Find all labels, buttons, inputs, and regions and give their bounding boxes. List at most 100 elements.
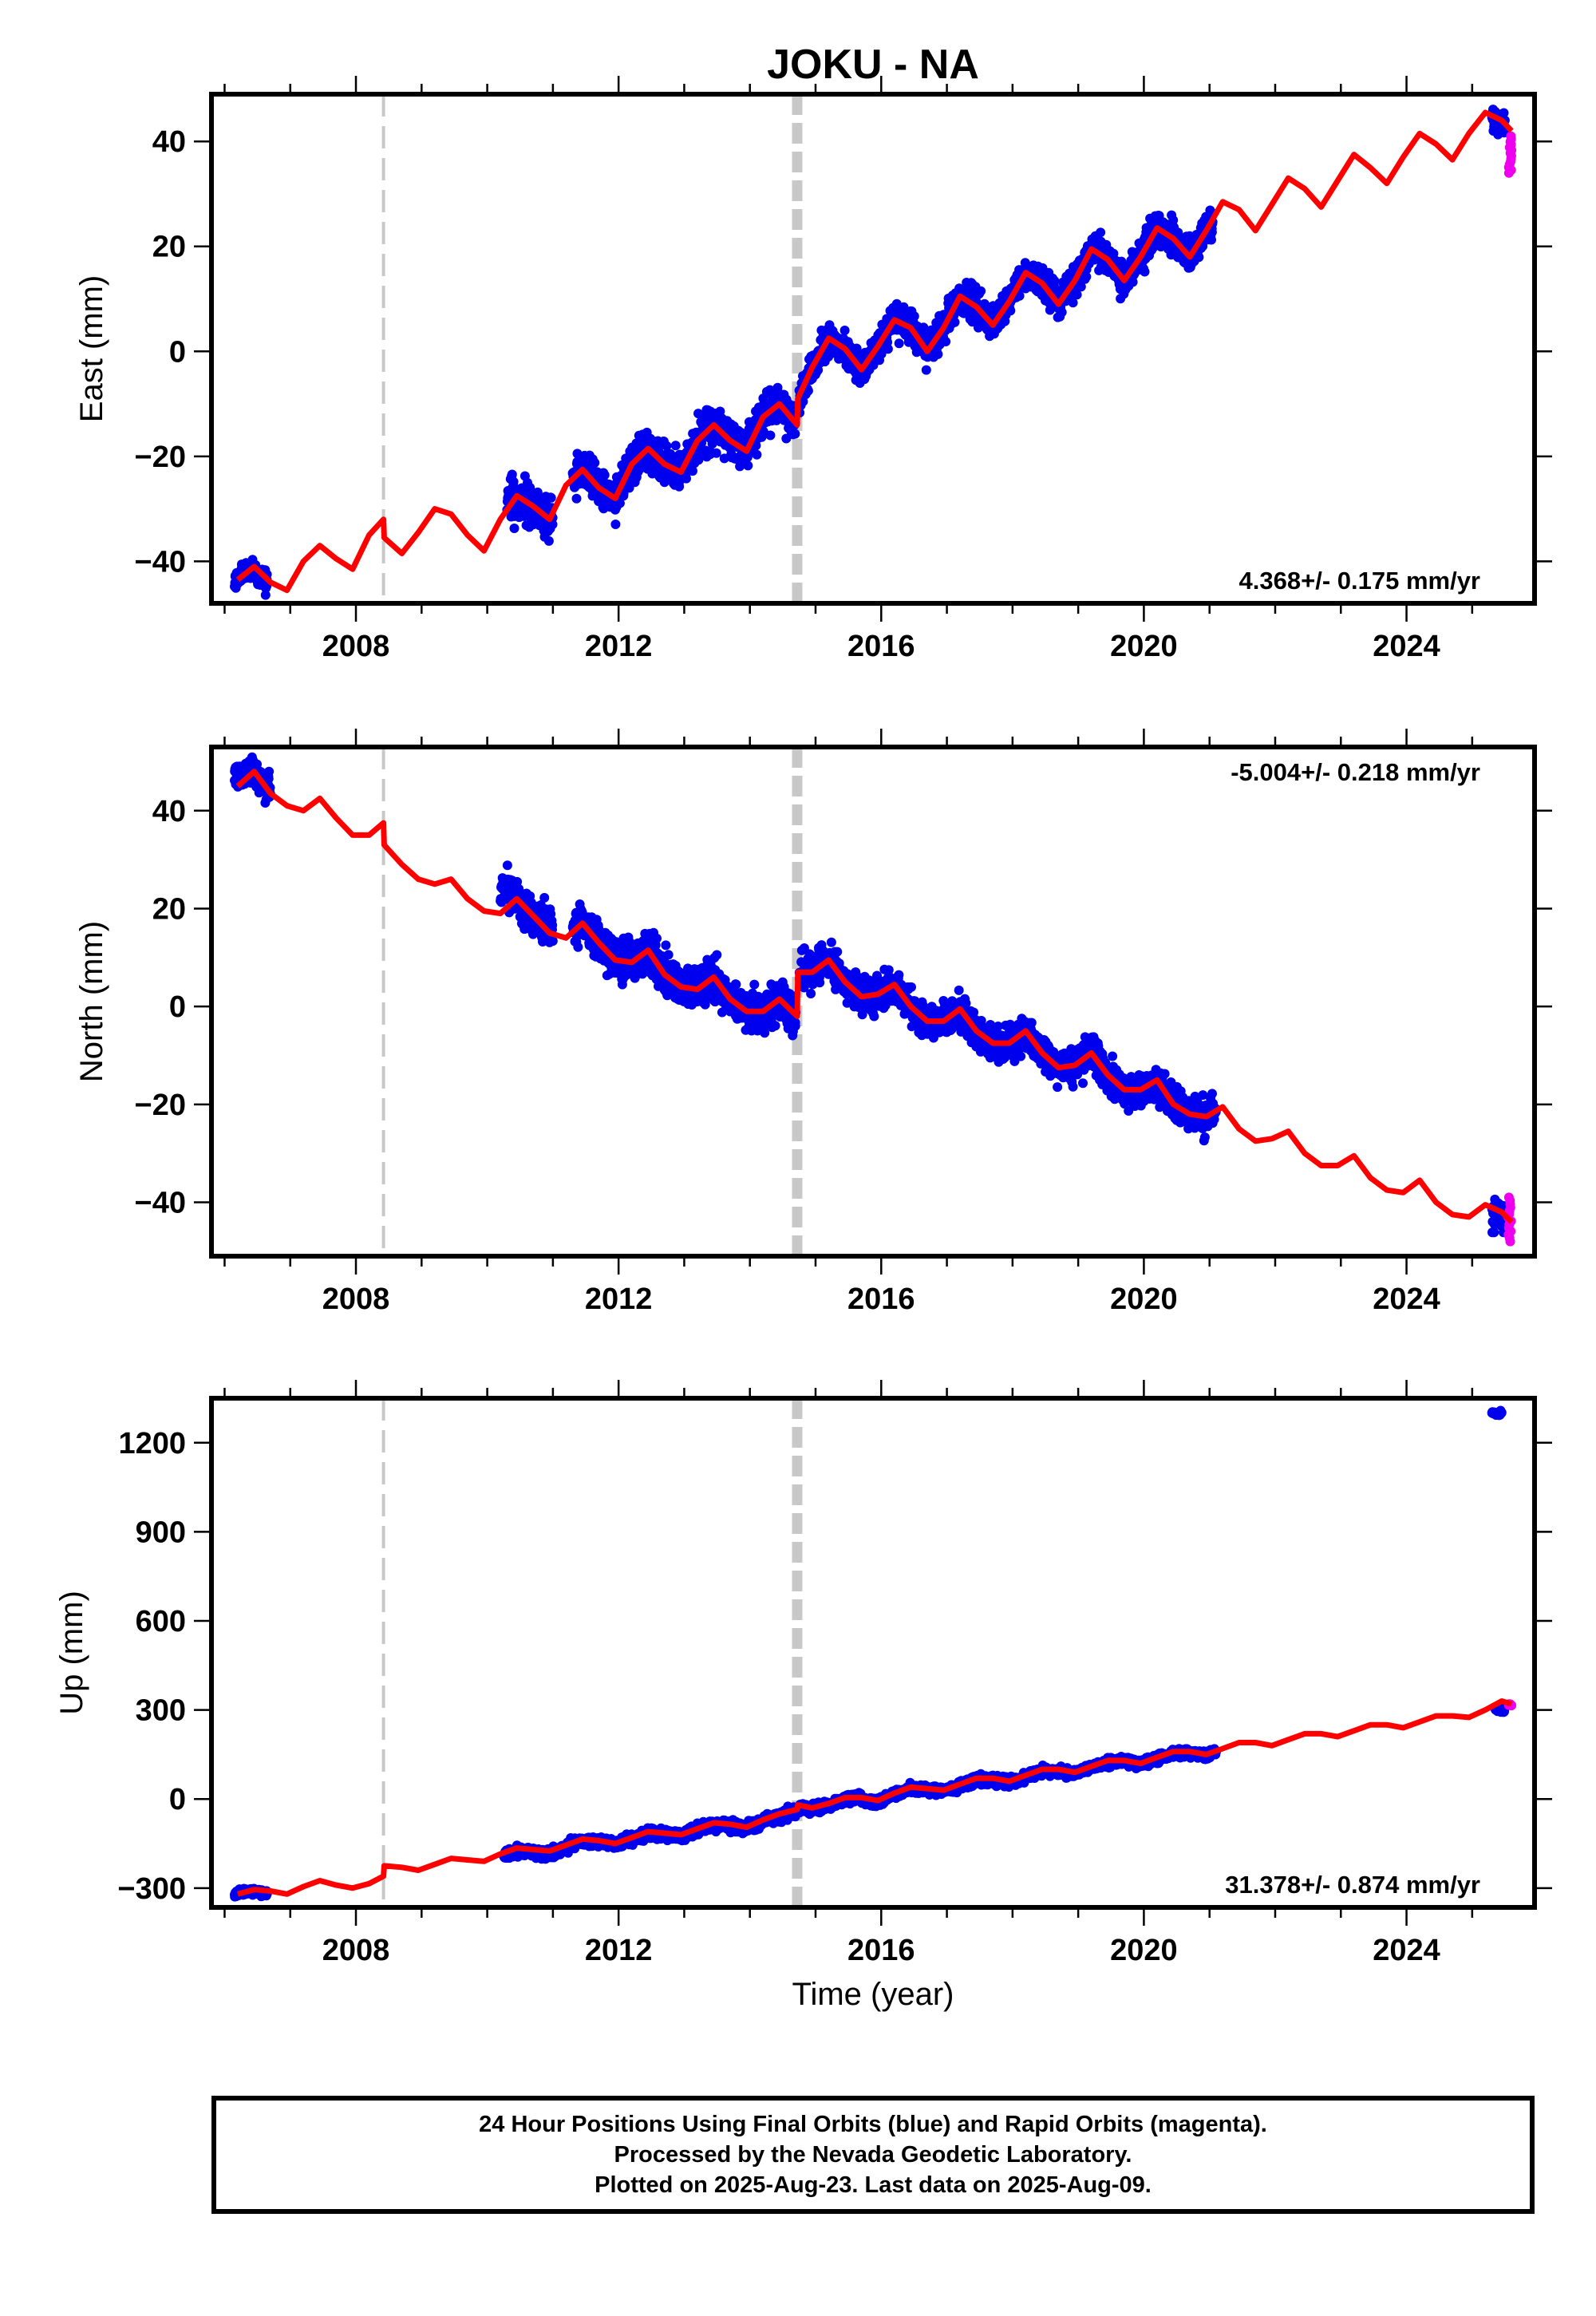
final-orbit-point (894, 970, 904, 980)
final-orbit-point (1053, 1082, 1063, 1093)
final-orbit-point (711, 448, 721, 458)
final-orbit-point (662, 441, 672, 451)
plot-area (230, 747, 1516, 1256)
final-orbit-point (1499, 108, 1509, 118)
final-orbit-point (1207, 235, 1216, 245)
final-orbit-point (1016, 1051, 1026, 1061)
final-orbit-point (798, 397, 808, 407)
final-orbit-point (700, 999, 710, 1010)
final-orbit-point (543, 536, 554, 546)
final-orbit-point (749, 979, 760, 990)
x-tick-label: 2012 (585, 630, 653, 663)
final-orbit-point (1194, 252, 1204, 263)
final-orbit-point (688, 466, 697, 476)
final-orbit-point (509, 524, 519, 533)
x-axis-ticks (223, 76, 1474, 622)
final-orbit-point (1140, 267, 1150, 277)
model-fit-line (235, 109, 1514, 594)
final-orbit-point (590, 457, 600, 468)
final-orbit-point (661, 940, 671, 951)
x-tick-label: 2016 (847, 630, 915, 663)
final-orbit-point (507, 469, 517, 480)
final-orbit-point (1168, 215, 1179, 225)
final-orbit-point (599, 470, 610, 480)
plot-area (230, 94, 1517, 603)
final-orbit-point (1026, 1018, 1037, 1028)
final-orbit-point (950, 317, 960, 327)
final-orbit-point (539, 892, 550, 903)
final-orbit-point (770, 1021, 780, 1031)
final-orbit-point (652, 933, 662, 943)
final-orbit-point (941, 337, 951, 346)
final-orbit-point (1068, 298, 1078, 308)
y-axis-ticks (194, 140, 1552, 563)
final-orbit-point (857, 1010, 867, 1020)
final-orbit-point (806, 989, 816, 998)
final-orbit-point (731, 979, 741, 990)
y-tick-label: 0 (169, 335, 186, 369)
final-orbit-point (1068, 1081, 1078, 1092)
x-tick-label: 2024 (1373, 630, 1440, 663)
final-orbit-point (1072, 290, 1082, 300)
final-orbit-point (752, 449, 762, 460)
final-orbit-point (1096, 227, 1106, 238)
final-orbit-point (760, 1028, 770, 1038)
final-orbit-point (614, 498, 625, 508)
final-orbit-point (712, 950, 722, 960)
rapid-orbit-point (1506, 131, 1516, 141)
final-orbit-point (969, 1007, 979, 1018)
y-tick-label: 40 (152, 125, 186, 159)
y-axis-label: East (mm) (74, 275, 109, 422)
chart-title: JOKU - NA (767, 41, 979, 88)
final-orbit-point (832, 947, 843, 957)
final-orbit-point (260, 590, 271, 600)
final-orbit-point (719, 453, 729, 464)
final-orbit-point (663, 950, 674, 960)
y-tick-label: −40 (135, 545, 186, 579)
final-orbit-point (790, 429, 800, 439)
final-orbit-point (1014, 290, 1025, 301)
final-orbit-point (815, 978, 825, 988)
final-orbit-point (573, 942, 583, 952)
velocity-annotation: 4.368+/- 0.175 mm/yr (1239, 567, 1480, 595)
final-orbit-point (572, 449, 583, 459)
final-orbit-point (546, 492, 556, 503)
final-orbit-point (638, 969, 648, 979)
final-orbit-point (743, 460, 753, 471)
final-orbit-point (883, 344, 893, 354)
final-orbit-point (803, 385, 813, 396)
final-orbit-point (751, 441, 761, 451)
final-orbit-point (508, 476, 519, 487)
final-orbit-point (502, 860, 512, 871)
final-orbit-point (918, 322, 929, 333)
final-orbit-point (1005, 306, 1016, 316)
x-tick-label: 2008 (322, 630, 390, 663)
final-orbit-point (1057, 307, 1067, 318)
final-orbit-point (933, 349, 943, 359)
final-orbit-point (1078, 1078, 1088, 1089)
final-orbit-point (876, 349, 887, 359)
final-orbit-point (993, 1022, 1003, 1031)
rapid-orbit-points (1503, 131, 1517, 178)
final-orbit-point (547, 936, 558, 947)
final-orbit-point (790, 1021, 800, 1031)
final-orbit-point (547, 920, 558, 931)
final-orbit-point (264, 766, 275, 777)
final-orbit-point (610, 520, 621, 529)
final-orbit-point (670, 441, 681, 451)
x-tick-label: 2020 (1110, 630, 1178, 663)
final-orbit-point (693, 455, 704, 465)
final-orbit-point (571, 493, 582, 504)
final-orbit-point (1081, 271, 1092, 282)
plot-frame (209, 92, 1537, 606)
final-orbit-point (976, 286, 986, 296)
y-tick-label: −20 (135, 441, 186, 474)
final-orbit-point (961, 998, 971, 1009)
final-orbit-point (894, 338, 904, 349)
final-orbit-point (826, 937, 836, 947)
final-orbit-point (907, 982, 916, 992)
final-orbit-point (1076, 282, 1086, 292)
